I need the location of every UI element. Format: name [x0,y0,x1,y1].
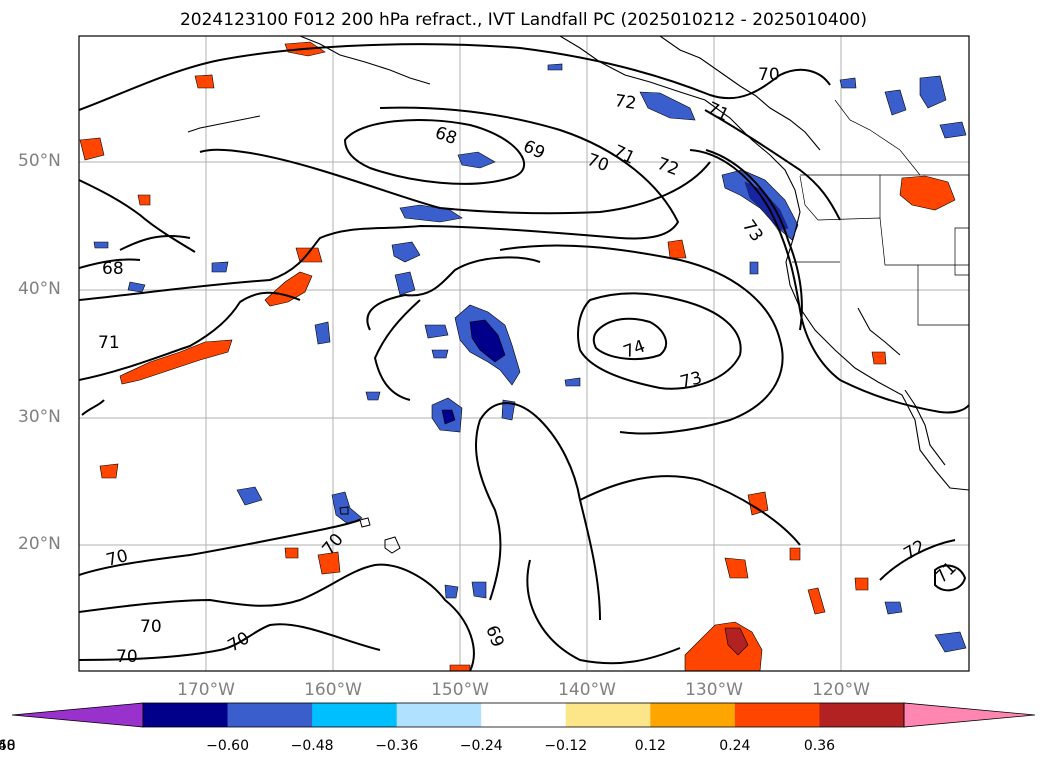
lat-label: 40°N [18,279,61,299]
colorbar-tick-label: −0.48 [290,738,334,754]
coastline [187,36,969,491]
colorbar-segment [650,703,736,727]
colorbar-extend-high [903,702,1036,728]
contour-label: 72 [613,91,637,114]
colorbar [11,702,1036,728]
lon-label: 130°W [685,680,743,700]
lon-label: 170°W [177,680,235,700]
colorbar-segment [481,703,567,727]
colorbar-tick-label: 0.24 [719,738,751,754]
colorbar-tick-label: 0.36 [803,738,836,754]
contour-label: 70 [758,65,780,85]
lat-label: 50°N [18,151,61,171]
colorbar-tick-label: −0.24 [459,738,503,754]
lat-label: 20°N [18,534,61,554]
negative-anomaly-patches [93,63,967,653]
lon-label: 150°W [431,680,489,700]
colorbar-segment [312,703,398,727]
colorbar-tick-label: 0.12 [634,738,666,754]
lon-label: 140°W [558,680,616,700]
colorbar-tick-label: −0.36 [375,738,419,754]
colorbar-tick-label: 0.48 [0,738,16,754]
lon-label: 160°W [304,680,362,700]
contour-label: 68 [102,259,124,279]
political-borders [792,99,969,326]
contour-label: 70 [140,617,162,637]
colorbar-extend-low [11,702,144,728]
colorbar-tick-label: −0.12 [544,738,588,754]
lat-label: 30°N [18,407,61,427]
map-frame [78,35,970,672]
colorbar-segment [396,703,482,727]
contour-lines [79,43,969,671]
contour-label: 71 [98,333,120,353]
colorbar-segment [819,703,905,727]
colorbar-tick-label: 0.60 [0,738,16,754]
colorbar-segment [227,703,313,727]
colorbar-outline [142,702,905,728]
colorbar-tick-label: −0.60 [206,738,249,754]
map-title: 2024123100 F012 200 hPa refract., IVT La… [179,10,867,30]
colorbar-segment [734,703,820,727]
colorbar-segment [565,703,651,727]
hawaii-islands [339,506,401,554]
lon-label: 120°W [812,680,870,700]
contour-label: 70 [116,647,138,667]
positive-anomaly-patches [79,41,956,671]
colorbar-segment [143,703,229,727]
map-background [79,36,969,671]
